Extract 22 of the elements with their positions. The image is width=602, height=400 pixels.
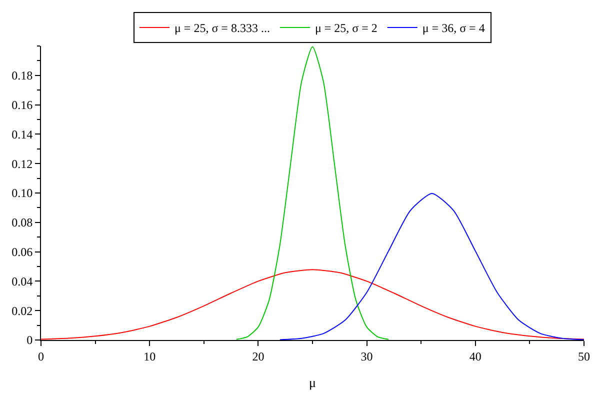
y-tick-label: 0.08 bbox=[12, 216, 33, 230]
y-tick-label: 0.06 bbox=[12, 245, 33, 259]
y-tick-label: 0 bbox=[26, 333, 33, 348]
x-tick-label: 0 bbox=[38, 349, 44, 364]
line-series bbox=[279, 192, 584, 340]
x-tick-label: 10 bbox=[144, 349, 156, 364]
legend-label: μ = 25, σ = 8.333 ... bbox=[174, 21, 270, 36]
y-tick-label: 0.12 bbox=[12, 156, 33, 171]
y-tick-label: 0.18 bbox=[12, 68, 33, 83]
x-tick-label: 30 bbox=[360, 349, 373, 364]
legend-label: μ = 25, σ = 2 bbox=[314, 21, 378, 36]
y-tick-label: 0.02 bbox=[12, 304, 33, 318]
x-axis-title: μ bbox=[309, 375, 316, 390]
x-tick-label: 20 bbox=[252, 349, 264, 364]
line-series bbox=[236, 46, 390, 340]
y-tick-label: 0.16 bbox=[12, 98, 33, 112]
y-tick-label: 0.14 bbox=[12, 127, 33, 142]
x-tick-label: 40 bbox=[469, 349, 482, 364]
y-tick-label: 0.04 bbox=[12, 274, 33, 288]
y-tick-label: 0.10 bbox=[12, 186, 33, 200]
legend-label: μ = 36, σ = 4 bbox=[422, 21, 485, 36]
x-tick-label: 50 bbox=[578, 349, 590, 364]
